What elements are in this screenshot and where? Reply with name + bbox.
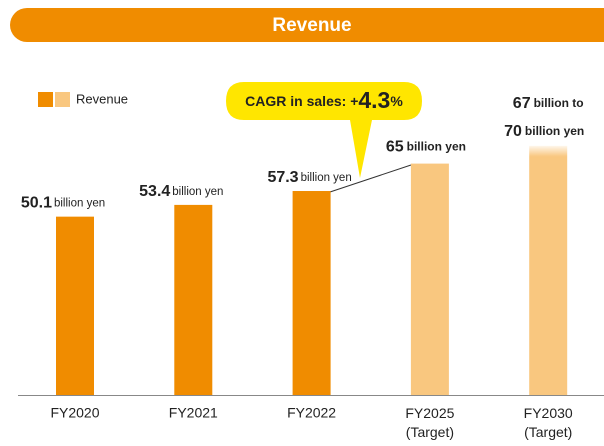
data-label-unit: billion yen	[301, 172, 352, 184]
data-label: 67 billion to	[513, 95, 584, 112]
bar	[410, 163, 449, 395]
data-label-value: 65	[386, 139, 404, 156]
bar	[174, 204, 213, 395]
legend-swatch	[55, 92, 70, 107]
x-tick-label: FY2030 (Target)	[524, 405, 573, 440]
x-tick-label-line: FY2030	[524, 405, 573, 421]
bar	[56, 216, 94, 395]
legend-label: Revenue	[76, 91, 128, 106]
data-label: 57.3 billion yen	[267, 169, 351, 186]
cagr-line	[329, 164, 412, 193]
annotation-text: CAGR in sales: +	[245, 93, 358, 109]
data-label-value: 70	[504, 123, 522, 140]
title-banner	[10, 8, 604, 42]
x-tick-label-line: (Target)	[406, 424, 454, 440]
data-label: 70 billion yen	[504, 123, 584, 140]
x-tick-label-line: (Target)	[524, 424, 572, 440]
annotation-unit: %	[390, 93, 403, 109]
data-label-value: 53.4	[139, 183, 170, 200]
data-label-unit: billion yen	[54, 198, 105, 210]
callout	[226, 82, 422, 178]
x-tick-label: FY2021	[169, 405, 218, 421]
x-tick-label: FY2025 (Target)	[405, 405, 454, 440]
data-label-value: 57.3	[267, 169, 298, 186]
annotation-value: 4.3	[358, 87, 390, 113]
data-label: 53.4 billion yen	[139, 183, 223, 200]
data-label: 50.1 billion yen	[21, 195, 105, 212]
x-tick-label-line: FY2025	[405, 405, 454, 421]
chart-title: Revenue	[272, 15, 351, 36]
data-label-value: 50.1	[21, 195, 52, 212]
x-tick-label: FY2020	[50, 405, 99, 421]
data-label-value: 67	[513, 95, 531, 112]
bar	[529, 156, 568, 395]
bar-range	[529, 145, 568, 157]
x-tick-label: FY2022	[287, 405, 336, 421]
data-label-unit: billion yen	[172, 186, 223, 198]
data-label: 65 billion yen	[386, 139, 466, 156]
annotation: CAGR in sales: +4.3%	[245, 87, 403, 113]
legend-swatch	[38, 92, 53, 107]
data-label-unit: billion yen	[407, 140, 466, 154]
data-label-unit: billion yen	[525, 124, 584, 138]
data-label-unit: billion to	[534, 96, 584, 110]
bar	[292, 191, 331, 395]
